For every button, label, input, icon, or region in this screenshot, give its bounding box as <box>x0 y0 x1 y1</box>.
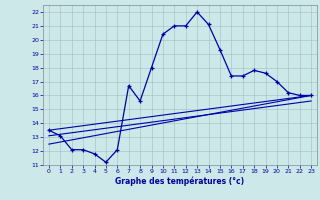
X-axis label: Graphe des températures (°c): Graphe des températures (°c) <box>116 177 244 186</box>
